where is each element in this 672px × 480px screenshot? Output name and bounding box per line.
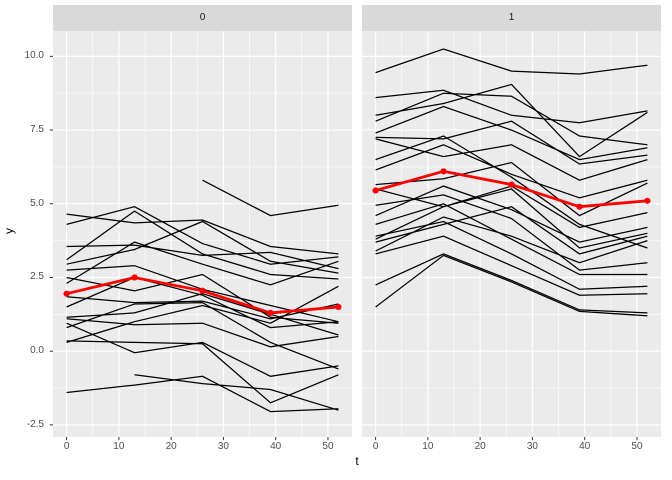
subject-line: [375, 135, 648, 249]
panel-0-plot-area: [49, 31, 352, 441]
subject-line: [66, 273, 339, 324]
subject-line: [66, 276, 339, 329]
subject-line: [66, 375, 339, 413]
x-tick-label: 50: [322, 441, 334, 452]
subject-line: [375, 48, 648, 75]
subject-line: [375, 92, 648, 146]
x-tick-label: 10: [422, 441, 434, 452]
subject-line: [66, 220, 339, 274]
subject-line: [375, 235, 648, 296]
subject-line: [66, 296, 339, 320]
facet-strip-0: 0: [53, 5, 352, 31]
y-tick-label: 5.0: [30, 197, 44, 209]
subject-line: [375, 253, 648, 314]
mean-point: [576, 203, 583, 210]
subject-line: [375, 89, 648, 124]
y-axis-title: y: [2, 228, 16, 234]
y-tick-label: -2.5: [26, 418, 44, 430]
subject-line: [66, 340, 339, 404]
subject-line: [375, 105, 648, 161]
subject-line: [66, 213, 339, 255]
y-tick-label: 7.5: [30, 124, 44, 136]
x-tick-label: 50: [631, 441, 643, 452]
subject-line: [375, 83, 648, 158]
x-tick-label: 40: [270, 441, 282, 452]
subject-line: [375, 194, 648, 271]
subject-line: [66, 206, 339, 265]
x-tick-label: 10: [113, 441, 125, 452]
subject-line: [66, 322, 339, 377]
subject-line: [375, 120, 648, 165]
x-tick-label: 40: [579, 441, 591, 452]
x-tick-label: 0: [372, 441, 379, 452]
mean-point: [63, 290, 70, 297]
mean-point: [131, 274, 138, 281]
mean-point: [644, 197, 651, 204]
subject-line: [375, 185, 648, 243]
x-axis-title: t: [355, 454, 359, 468]
x-tick-label: 20: [165, 441, 177, 452]
mean-point: [508, 181, 515, 188]
y-tick-label: 10.0: [24, 50, 44, 62]
mean-point: [267, 309, 274, 316]
x-tick-label: 20: [474, 441, 486, 452]
subject-line: [375, 206, 648, 255]
subject-line: [375, 220, 648, 290]
panel-1-plot-area: [362, 31, 661, 441]
x-tick-label: 30: [526, 441, 538, 452]
panel-0-x-tick-labels: 0 10 20 30 40 50: [53, 441, 352, 453]
mean-point: [199, 287, 206, 294]
y-tick-label: 0.0: [30, 345, 44, 357]
mean-point: [440, 168, 447, 175]
mean-point: [335, 303, 342, 311]
x-tick-label: 0: [63, 441, 70, 452]
subject-line: [202, 179, 339, 217]
subject-line: [375, 138, 648, 181]
subject-line: [375, 203, 648, 276]
subject-line: [66, 210, 339, 280]
facet-strip-1: 1: [362, 5, 661, 31]
y-tick-label: 2.5: [30, 271, 44, 283]
mean-point: [372, 187, 379, 194]
subject-line: [66, 301, 339, 370]
panel-1-x-tick-labels: 0 10 20 30 40 50: [362, 441, 661, 453]
subject-line: [375, 216, 648, 264]
subject-line: [66, 241, 339, 286]
subject-line: [375, 254, 648, 317]
x-tick-label: 30: [217, 441, 229, 452]
subject-line: [66, 244, 339, 270]
subject-line: [134, 374, 339, 411]
subject-line: [66, 318, 339, 348]
subject-line: [375, 144, 648, 199]
subject-line: [375, 188, 648, 249]
